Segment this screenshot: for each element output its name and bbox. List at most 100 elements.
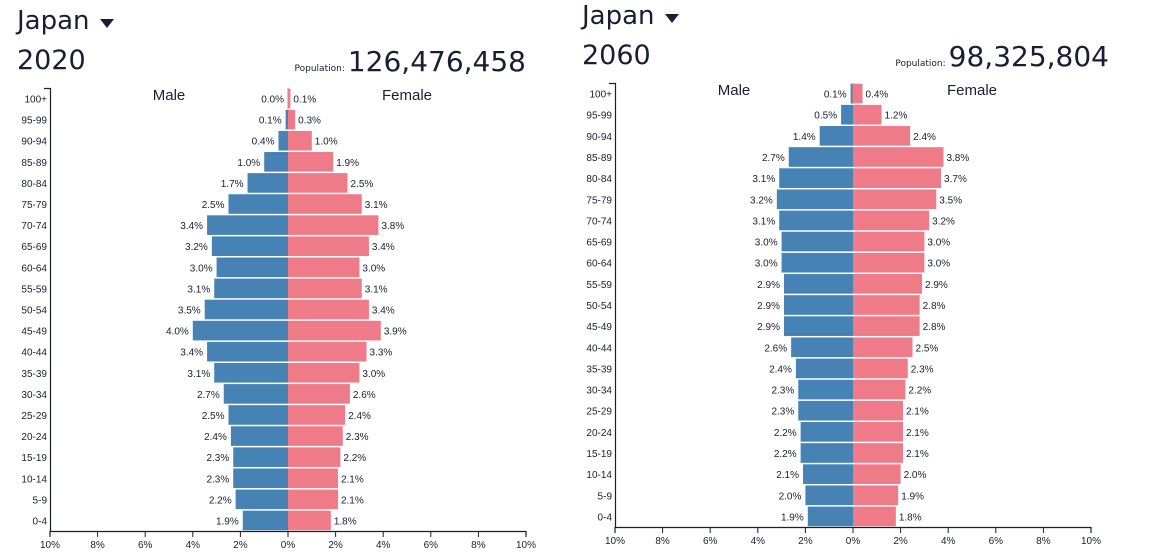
male-bar[interactable] xyxy=(216,257,288,278)
female-bar[interactable] xyxy=(853,295,920,315)
dropdown-caret-icon[interactable] xyxy=(664,13,679,23)
female-bar[interactable] xyxy=(288,341,367,362)
dropdown-caret-icon[interactable] xyxy=(99,18,114,28)
female-bar[interactable] xyxy=(853,506,896,527)
male-bar[interactable] xyxy=(247,173,288,193)
male-bar[interactable] xyxy=(795,358,853,379)
female-bar[interactable] xyxy=(288,278,362,299)
male-bar[interactable] xyxy=(783,316,853,336)
male-bar[interactable] xyxy=(285,109,288,130)
age-group-label: 65-69 xyxy=(586,238,612,249)
female-bar[interactable] xyxy=(288,468,338,489)
female-bar[interactable] xyxy=(853,104,882,125)
female-bar[interactable] xyxy=(853,147,944,167)
female-bar[interactable] xyxy=(288,215,379,235)
female-bar[interactable] xyxy=(288,405,346,425)
male-bar[interactable] xyxy=(781,252,853,273)
male-bar[interactable] xyxy=(192,320,288,341)
female-bar[interactable] xyxy=(288,257,360,278)
female-bar[interactable] xyxy=(288,510,331,531)
male-bar[interactable] xyxy=(233,447,288,467)
male-bar[interactable] xyxy=(235,489,288,510)
female-bar[interactable] xyxy=(853,210,930,231)
female-bar[interactable] xyxy=(288,362,360,383)
female-bar[interactable] xyxy=(853,316,920,336)
female-bar[interactable] xyxy=(853,231,925,252)
male-bar[interactable] xyxy=(207,341,288,362)
female-bar[interactable] xyxy=(853,400,903,421)
male-bar[interactable] xyxy=(788,147,853,167)
female-bar[interactable] xyxy=(853,358,908,379)
country-selector[interactable]: Japan xyxy=(17,6,114,36)
male-value-label: 3.2% xyxy=(185,242,208,253)
male-bar[interactable] xyxy=(278,130,288,151)
male-bar[interactable] xyxy=(805,485,853,506)
female-bar[interactable] xyxy=(853,83,863,104)
male-bar[interactable] xyxy=(776,189,853,210)
age-group-label: 95-99 xyxy=(21,116,47,127)
male-bar[interactable] xyxy=(783,295,853,315)
population-pyramid-chart: Male Female 0.1% 0.4% 100+ 0.5% 1.2% 95-99 1.4… xyxy=(586,82,1101,547)
male-bar[interactable] xyxy=(228,405,289,425)
female-bar[interactable] xyxy=(288,384,350,404)
bars-group xyxy=(776,83,944,527)
male-bar[interactable] xyxy=(264,152,288,172)
female-bar[interactable] xyxy=(853,126,911,146)
male-bar[interactable] xyxy=(228,194,289,214)
male-bar[interactable] xyxy=(214,362,288,383)
male-bar[interactable] xyxy=(850,83,853,104)
male-bar[interactable] xyxy=(781,231,853,252)
female-bar[interactable] xyxy=(288,130,312,151)
female-bar[interactable] xyxy=(853,379,906,400)
female-value-label: 3.5% xyxy=(939,195,962,206)
female-value-label: 3.4% xyxy=(372,306,395,317)
male-bar[interactable] xyxy=(223,384,288,404)
male-bar[interactable] xyxy=(211,236,288,257)
female-value-label: 3.1% xyxy=(365,200,388,211)
female-bar[interactable] xyxy=(288,489,338,510)
male-bar[interactable] xyxy=(800,443,853,463)
male-bar[interactable] xyxy=(204,299,288,320)
female-bar[interactable] xyxy=(853,168,942,188)
female-bar[interactable] xyxy=(288,299,369,320)
female-bar[interactable] xyxy=(288,88,291,109)
female-bar[interactable] xyxy=(853,464,901,484)
female-bar[interactable] xyxy=(288,109,296,130)
female-value-label: 3.0% xyxy=(927,238,950,249)
female-bar[interactable] xyxy=(853,422,903,442)
age-group-label: 55-59 xyxy=(586,280,612,291)
male-bar[interactable] xyxy=(779,168,853,188)
male-bar[interactable] xyxy=(841,104,853,125)
male-bar[interactable] xyxy=(783,274,853,294)
male-bar[interactable] xyxy=(798,400,853,421)
male-bar[interactable] xyxy=(242,510,288,531)
male-bar[interactable] xyxy=(803,464,853,484)
female-bar[interactable] xyxy=(853,485,899,506)
country-name: Japan xyxy=(582,1,655,31)
female-bar[interactable] xyxy=(853,443,903,463)
female-bar[interactable] xyxy=(853,189,937,210)
male-bar[interactable] xyxy=(214,278,288,299)
country-selector[interactable]: Japan xyxy=(582,1,679,31)
male-bar[interactable] xyxy=(819,126,853,146)
female-bar[interactable] xyxy=(288,236,369,257)
female-bar[interactable] xyxy=(288,152,334,172)
female-bar[interactable] xyxy=(288,194,362,214)
male-bar[interactable] xyxy=(233,468,288,489)
male-bar[interactable] xyxy=(798,379,853,400)
female-bar[interactable] xyxy=(853,337,913,358)
male-bar[interactable] xyxy=(207,215,288,235)
female-bar[interactable] xyxy=(288,447,341,467)
male-bar[interactable] xyxy=(779,210,853,231)
age-group-label: 70-74 xyxy=(586,216,612,227)
female-bar[interactable] xyxy=(288,320,381,341)
female-bar[interactable] xyxy=(853,252,925,273)
male-bar[interactable] xyxy=(807,506,853,527)
female-bar[interactable] xyxy=(853,274,923,294)
male-bar[interactable] xyxy=(230,426,288,446)
male-bar[interactable] xyxy=(791,337,853,358)
female-bar[interactable] xyxy=(288,173,348,193)
female-bar[interactable] xyxy=(288,426,343,446)
male-bar[interactable] xyxy=(800,422,853,442)
male-value-label: 0.0% xyxy=(261,95,284,106)
